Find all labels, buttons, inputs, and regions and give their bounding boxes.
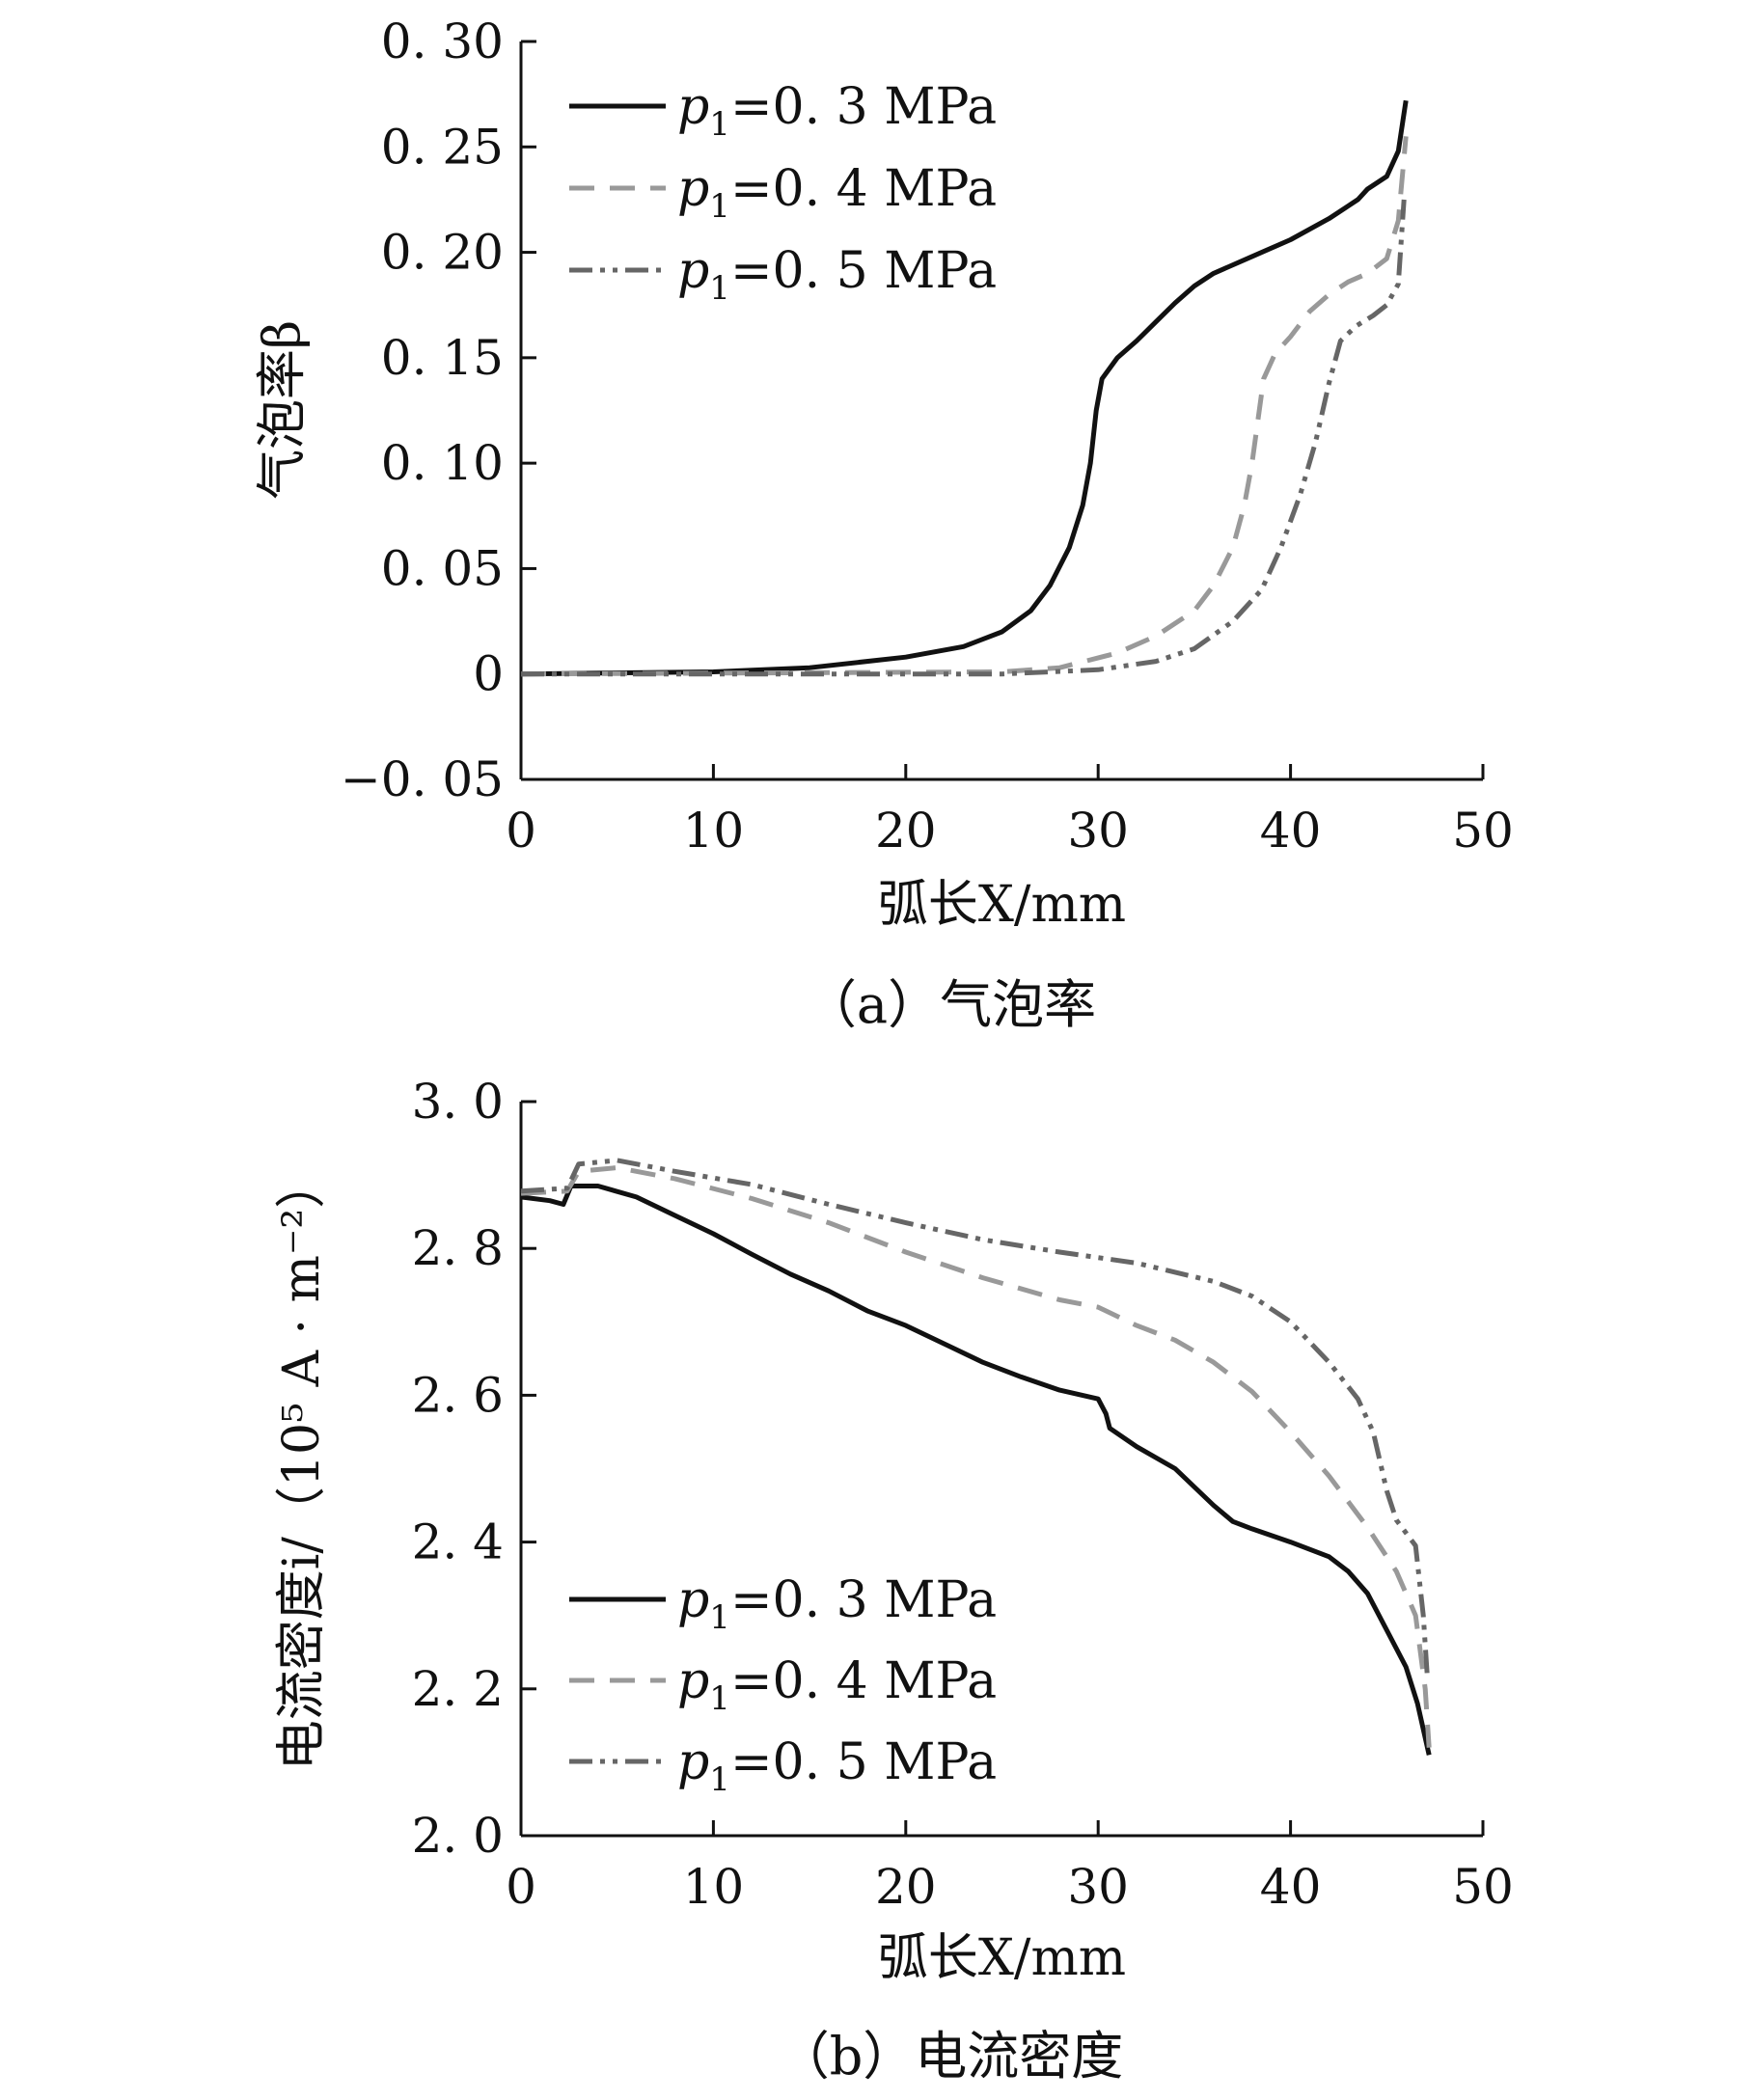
x-tick-label: 40 <box>1260 803 1322 859</box>
series-line-2 <box>520 136 1409 677</box>
x-tick-label: 50 <box>1452 1859 1514 1915</box>
x-tick-label: 40 <box>1260 1859 1322 1915</box>
x-tick-label: 50 <box>1452 803 1514 859</box>
y-tick-label: 0. 25 <box>381 119 504 175</box>
y-tick-label: 0. 15 <box>381 330 504 386</box>
x-tick-label: 20 <box>875 803 937 859</box>
y-axis-title: 电流密度i/（10⁵ A · m⁻²） <box>273 1159 331 1770</box>
series-line-3 <box>521 199 1407 677</box>
x-tick-label: 0 <box>506 1859 536 1915</box>
y-tick-label: 2. 8 <box>412 1220 504 1276</box>
series-line-2 <box>520 1165 1432 1748</box>
figure-caption: （a）气泡率 <box>805 974 1096 1035</box>
x-tick-label: 10 <box>683 803 745 859</box>
legend-label-1: p1=0. 3 MPa <box>677 78 997 144</box>
x-tick-label: 20 <box>875 1859 937 1915</box>
x-tick-label: 30 <box>1067 1859 1129 1915</box>
y-tick-label: 2. 0 <box>412 1808 504 1864</box>
x-tick-label: 0 <box>506 803 536 859</box>
y-tick-label: 2. 2 <box>412 1661 504 1717</box>
y-tick-label: 0. 20 <box>381 225 504 281</box>
y-tick-label: 2. 6 <box>412 1367 504 1423</box>
legend-label-2: p1=0. 4 MPa <box>677 1652 997 1718</box>
x-axis-title: 弧长X/mm <box>878 1929 1126 1987</box>
x-axis-title: 弧长X/mm <box>878 876 1126 934</box>
y-tick-label: 2. 4 <box>412 1514 504 1570</box>
y-tick-label: 3. 0 <box>412 1074 504 1130</box>
y-tick-label: 0. 30 <box>381 14 504 69</box>
figure-caption: （b）电流密度 <box>778 2026 1124 2086</box>
legend-label-3: p1=0. 5 MPa <box>677 1733 997 1799</box>
series-line-1 <box>520 99 1409 677</box>
y-axis-title: 气泡率β <box>254 320 312 500</box>
legend-label-1: p1=0. 3 MPa <box>677 1571 997 1637</box>
y-tick-label: 0. 05 <box>381 540 504 596</box>
legend-label-2: p1=0. 4 MPa <box>677 160 997 226</box>
series-line-3 <box>520 1158 1430 1675</box>
x-tick-label: 10 <box>683 1859 745 1915</box>
y-tick-label: 0. 10 <box>381 435 504 491</box>
x-tick-label: 30 <box>1067 803 1129 859</box>
chart-b: 0 10 20 30 40 50 2. 0 2. 2 2. 4 2. 6 2. 8 3. 0 p1=0.… <box>273 1074 1514 2086</box>
legend-label-3: p1=0. 5 MPa <box>677 242 997 308</box>
y-tick-label: −0. 05 <box>341 751 504 807</box>
series-line-1 <box>520 1184 1432 1756</box>
y-tick-label: 0 <box>473 646 504 702</box>
